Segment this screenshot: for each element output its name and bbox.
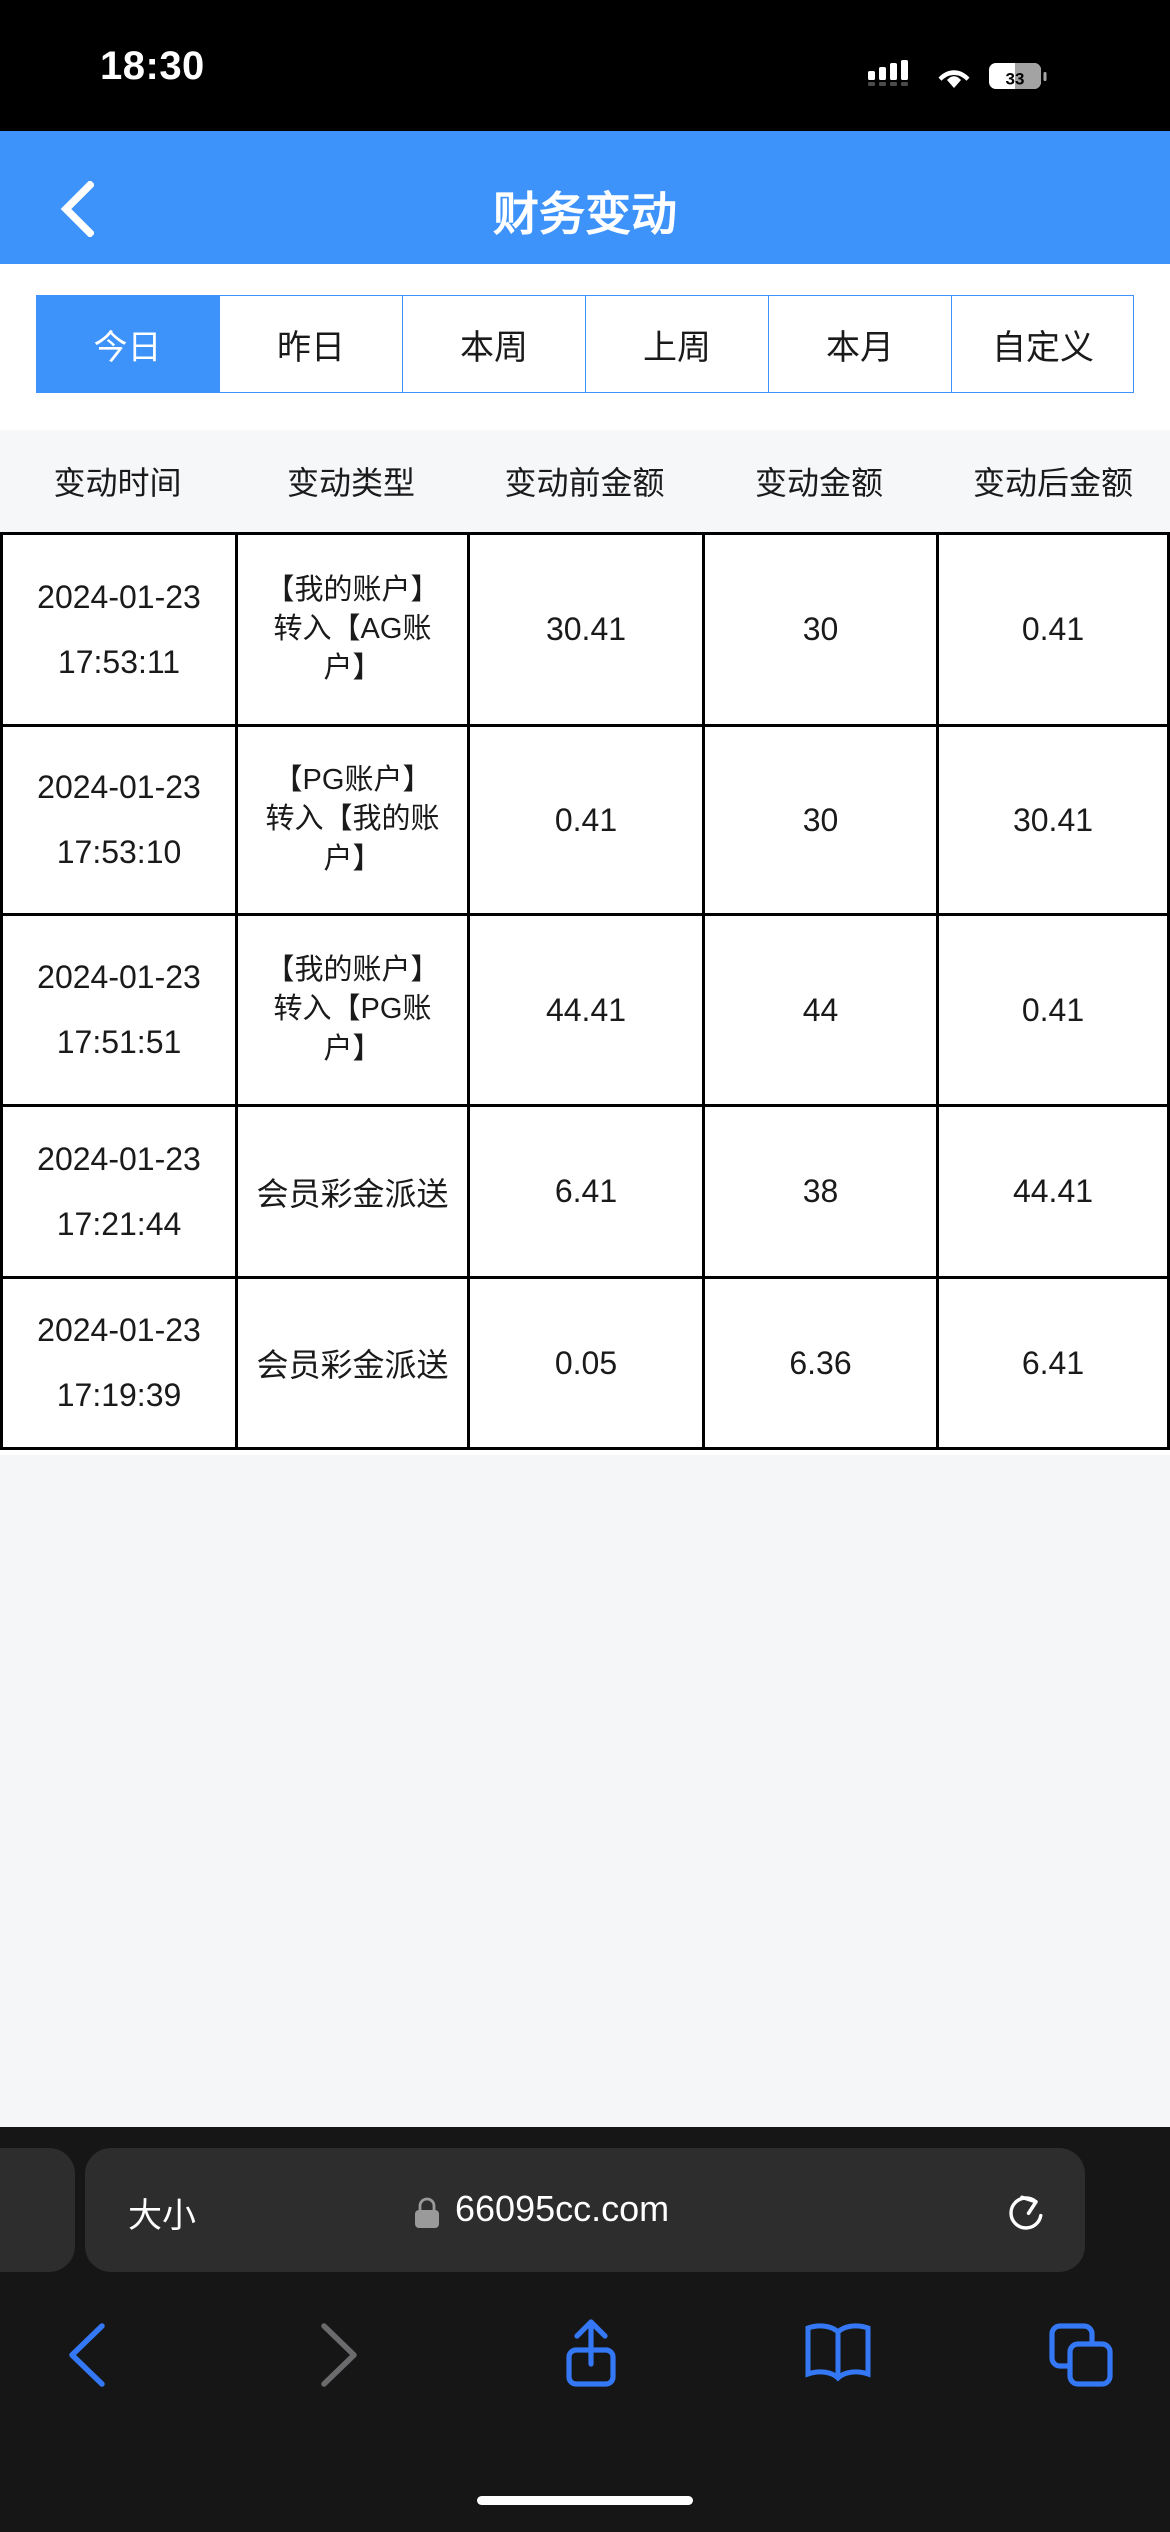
svg-text:33: 33 — [1006, 70, 1025, 89]
